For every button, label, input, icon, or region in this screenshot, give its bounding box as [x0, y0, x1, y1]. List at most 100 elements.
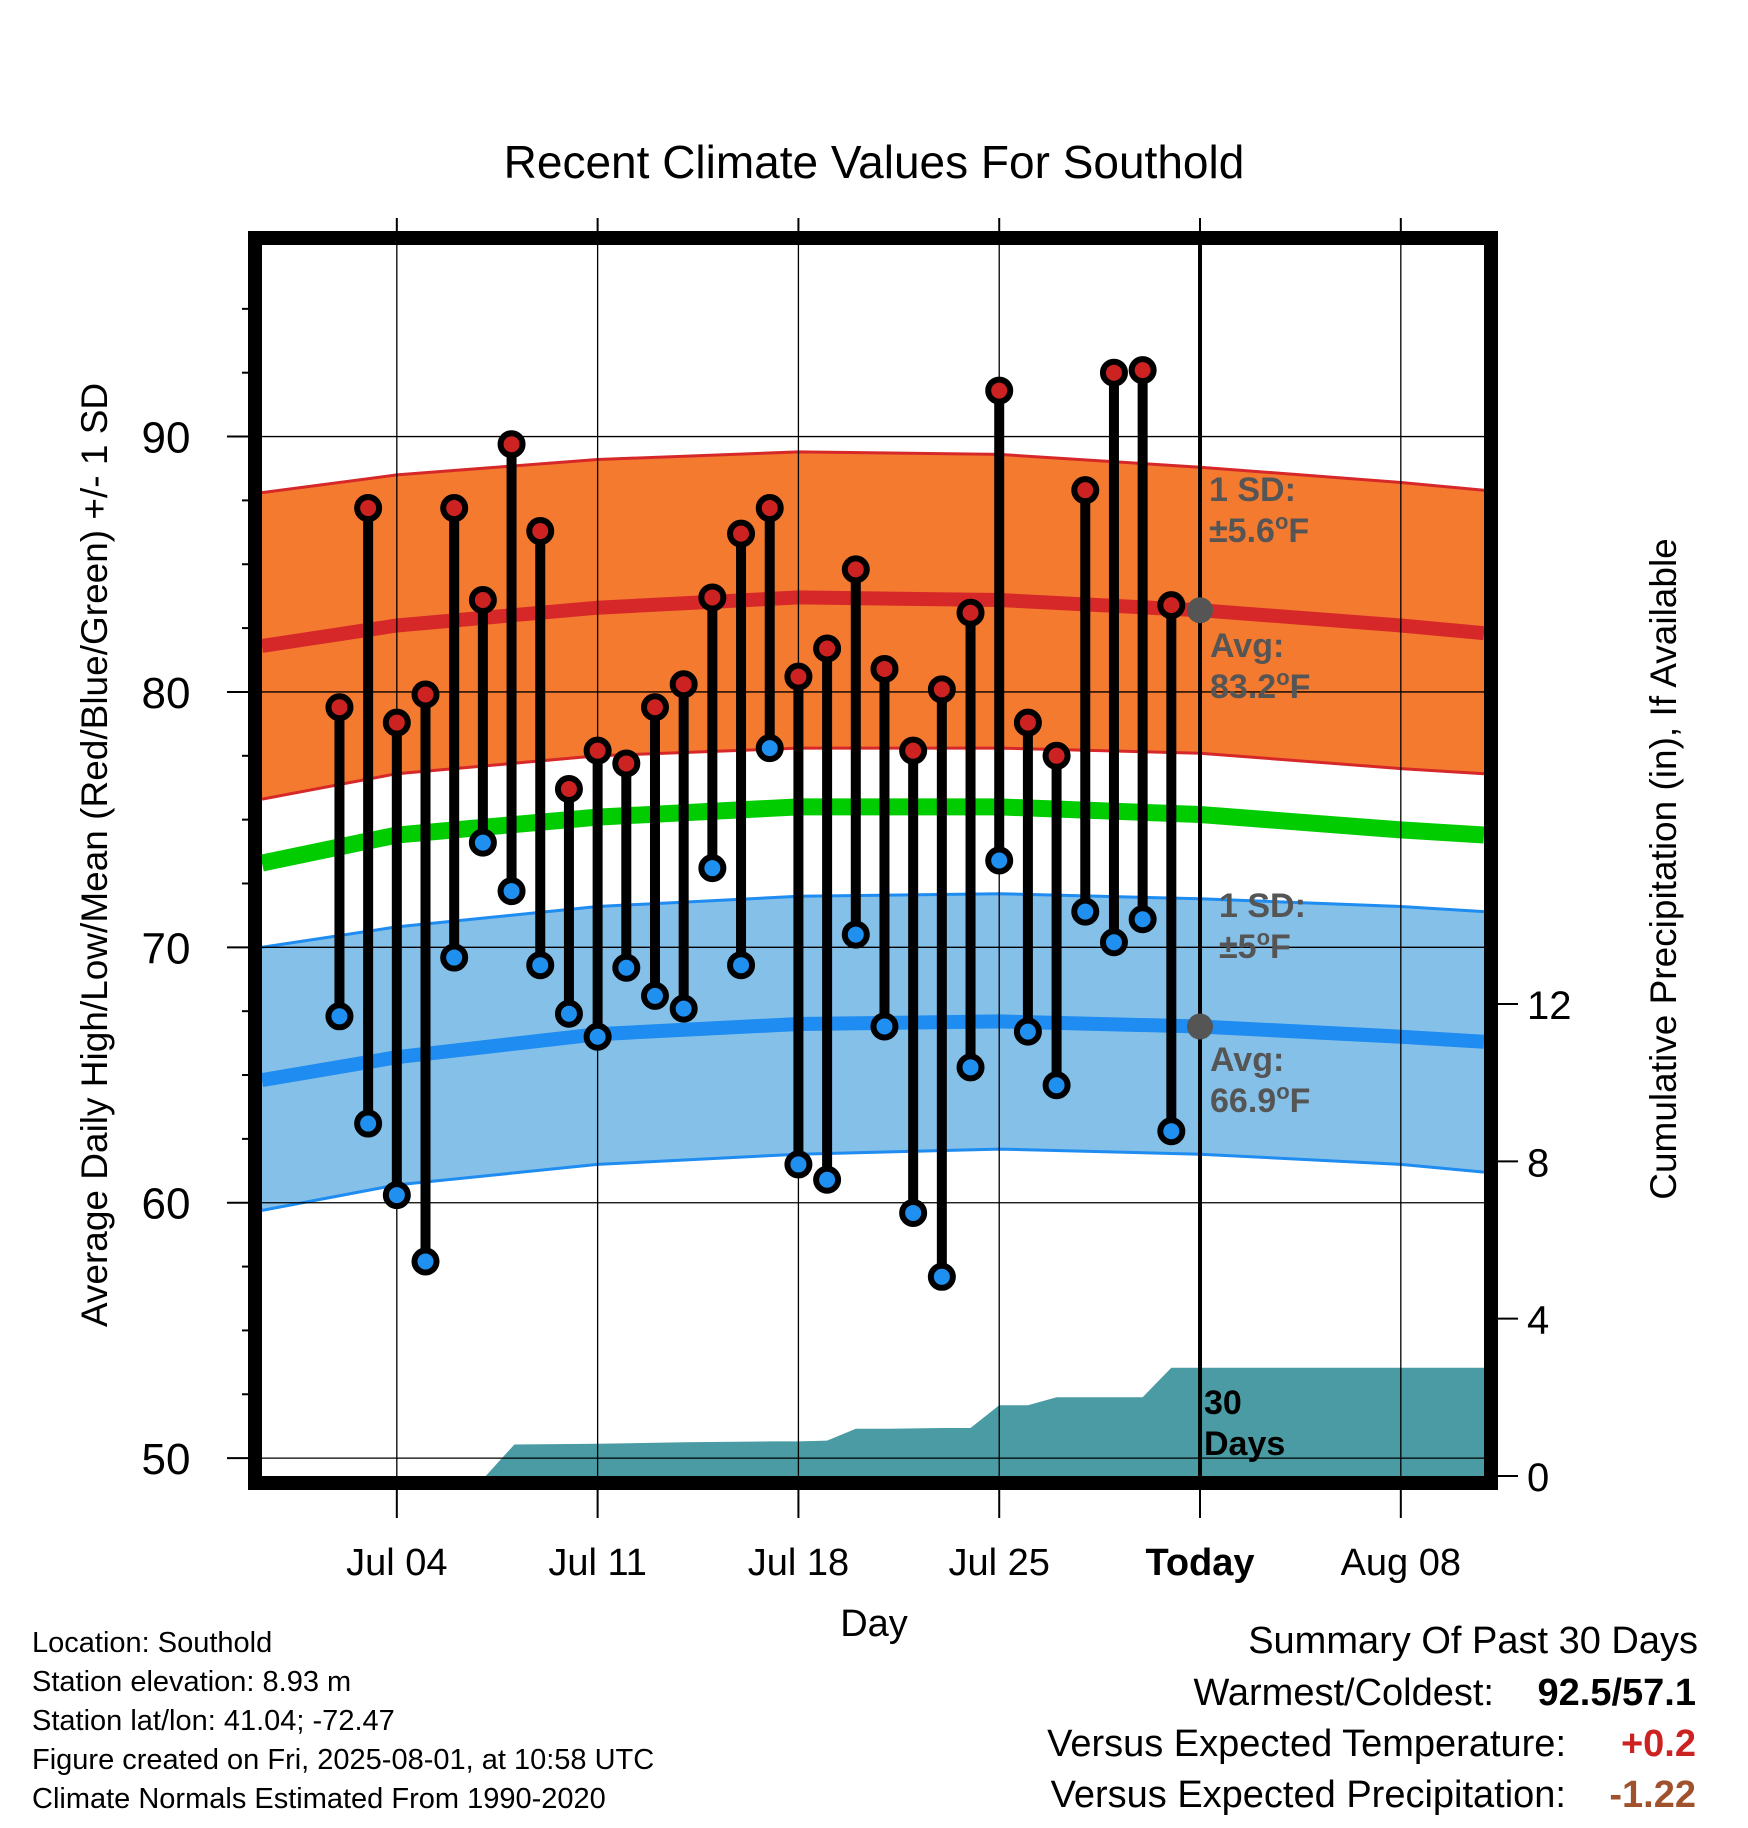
x-tick-label: Today	[1145, 1542, 1254, 1584]
chart-title: Recent Climate Values For Southold	[504, 136, 1245, 188]
high-point	[325, 693, 354, 722]
meta-elevation: Station elevation: 8.93 m	[32, 1666, 352, 1698]
today-low-avg-marker	[1187, 1013, 1214, 1040]
high-point	[1013, 708, 1042, 737]
low-point	[927, 1262, 956, 1291]
high-point	[1099, 358, 1128, 387]
x-tick-label: Jul 18	[748, 1542, 849, 1584]
high-point	[956, 598, 985, 627]
x-tick-label: Jul 04	[346, 1542, 447, 1584]
high-point	[1071, 476, 1100, 505]
y-tick-label: 70	[142, 924, 191, 973]
low-point	[956, 1053, 985, 1082]
low-point	[1013, 1017, 1042, 1046]
low-point	[382, 1181, 411, 1210]
x-tick-label: Aug 08	[1341, 1542, 1461, 1584]
x-axis-label: Day	[840, 1603, 908, 1645]
low-point	[354, 1109, 383, 1138]
low-point	[468, 828, 497, 857]
precip-area	[262, 1367, 1484, 1476]
y2-tick-label: 8	[1527, 1141, 1549, 1185]
low-avg-annotation: 66.9oF	[1210, 1079, 1310, 1120]
summary-title: Summary Of Past 30 Days	[1248, 1620, 1698, 1662]
high-point	[583, 736, 612, 765]
low-point	[440, 943, 469, 972]
meta-location: Location: Southold	[32, 1627, 273, 1659]
low-point	[755, 734, 784, 763]
low-point	[1157, 1117, 1186, 1146]
low-point	[583, 1022, 612, 1051]
high-point	[784, 662, 813, 691]
high-point	[755, 494, 784, 523]
high-point	[382, 708, 411, 737]
high-point	[612, 749, 641, 778]
low-sd-annotation: 1 SD:	[1219, 887, 1306, 925]
high-point	[985, 376, 1014, 405]
low-point	[698, 854, 727, 883]
low-point	[813, 1165, 842, 1194]
y-tick-label: 90	[142, 414, 191, 463]
high-point	[411, 680, 440, 709]
high-point	[727, 519, 756, 548]
high-sd-annotation: ±5.6oF	[1209, 509, 1309, 550]
high-point	[813, 634, 842, 663]
precip-days-annotation: 30	[1204, 1384, 1242, 1422]
plot-frame	[248, 231, 1498, 1490]
summary-temp-value: +0.2	[1620, 1723, 1696, 1765]
high-point	[640, 693, 669, 722]
high-avg-line	[262, 590, 1484, 653]
high-point	[870, 654, 899, 683]
low-point	[1042, 1071, 1071, 1100]
summary-warmest-coldest-label: Warmest/Coldest:	[1193, 1672, 1494, 1714]
high-point	[468, 585, 497, 614]
low-point	[1071, 897, 1100, 926]
low-sd-annotation: ±5oF	[1219, 925, 1291, 966]
x-tick-label: Jul 25	[949, 1542, 1050, 1584]
high-point	[526, 517, 555, 546]
low-point	[1099, 928, 1128, 957]
summary-temp-label: Versus Expected Temperature:	[1047, 1723, 1566, 1765]
low-point	[325, 1002, 354, 1031]
summary-precip-value: -1.22	[1609, 1774, 1696, 1816]
high-point	[899, 736, 928, 765]
high-point	[554, 774, 583, 803]
x-tick-label: Jul 11	[548, 1542, 647, 1584]
low-point	[899, 1198, 928, 1227]
high-avg-annotation: 83.2oF	[1210, 665, 1310, 706]
low-avg-annotation: Avg:	[1210, 1041, 1284, 1079]
high-point	[497, 430, 526, 459]
plot-area	[262, 245, 1484, 1476]
y2-axis-label: Cumulative Precipitation (in), If Availa…	[1643, 538, 1684, 1200]
low-point	[1128, 905, 1157, 934]
y-tick-label: 60	[142, 1180, 191, 1229]
high-sd-band	[262, 451, 1484, 800]
high-point	[1128, 356, 1157, 385]
high-point	[440, 494, 469, 523]
low-point	[554, 999, 583, 1028]
y2-tick-label: 0	[1527, 1456, 1549, 1500]
low-point	[985, 846, 1014, 875]
low-point	[669, 994, 698, 1023]
high-point	[669, 670, 698, 699]
low-point	[411, 1247, 440, 1276]
low-point	[727, 951, 756, 980]
y2-tick-label: 4	[1527, 1299, 1549, 1343]
meta-latlon: Station lat/lon: 41.04; -72.47	[32, 1705, 395, 1737]
high-avg-annotation: Avg:	[1210, 627, 1284, 665]
low-point	[870, 1012, 899, 1041]
low-point	[841, 920, 870, 949]
low-point	[640, 981, 669, 1010]
high-point	[927, 675, 956, 704]
high-sd-upper-line	[262, 450, 1484, 495]
y-axis-label: Average Daily High/Low/Mean (Red/Blue/Gr…	[74, 383, 115, 1327]
y-tick-label: 50	[142, 1435, 191, 1484]
meta-normals: Climate Normals Estimated From 1990-2020	[32, 1783, 606, 1815]
high-point	[354, 494, 383, 523]
low-point	[784, 1150, 813, 1179]
today-high-avg-marker	[1187, 597, 1214, 624]
high-point	[1157, 591, 1186, 620]
low-point	[526, 951, 555, 980]
y2-tick-label: 12	[1527, 984, 1572, 1028]
high-point	[1042, 741, 1071, 770]
